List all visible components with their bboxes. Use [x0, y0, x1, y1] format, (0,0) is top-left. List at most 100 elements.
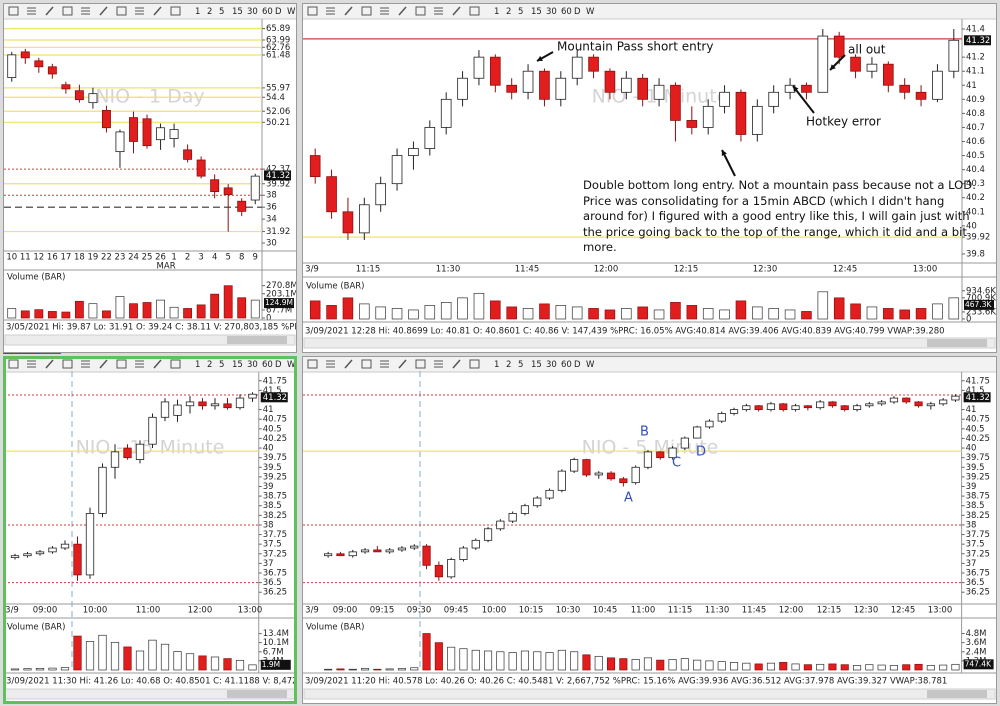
time-label: 9 [253, 253, 258, 263]
time-label: 19 [88, 253, 99, 263]
toolbar-period[interactable]: 5 [219, 360, 224, 370]
candle-body [391, 155, 403, 185]
toolbar-period[interactable]: 5 [518, 7, 523, 17]
price-tick-label: 41.4 [966, 25, 985, 35]
toolbar-period[interactable]: 2 [506, 360, 511, 370]
toolbar-period[interactable]: 5 [219, 7, 224, 17]
time-label: 3/9 [305, 606, 319, 616]
toolbar [302, 3, 997, 20]
price-tick-label: 40.5 [263, 424, 282, 434]
volume-bar [490, 300, 501, 320]
toolbar-icon [99, 359, 108, 369]
toolbar-period[interactable]: D [275, 7, 282, 17]
toolbar-period[interactable]: 30 [247, 360, 258, 370]
arrow-head [721, 150, 727, 156]
volume-bar [102, 310, 111, 319]
toolbar-period[interactable]: 15 [531, 360, 542, 370]
toolbar-icon [434, 7, 443, 15]
toolbar-period[interactable]: 2 [207, 7, 212, 17]
candle-body [129, 117, 138, 142]
time-label: 3/9 [5, 606, 19, 616]
toolbar-period[interactable]: 1 [195, 360, 200, 370]
time-label: 10 [6, 253, 17, 263]
time-label: 13:00 [238, 606, 263, 616]
time-label: 5 [225, 253, 230, 263]
annotation-arrow [792, 85, 815, 114]
candle-body [210, 403, 220, 407]
toolbar-period[interactable]: W [287, 360, 296, 370]
candle-body [850, 56, 861, 72]
toolbar-period[interactable]: 5 [518, 360, 523, 370]
toolbar-period[interactable]: D [275, 360, 282, 370]
toolbar-period[interactable]: 30 [546, 360, 557, 370]
volume-bar [447, 646, 456, 671]
volume-bar [422, 633, 431, 671]
price-tick-label: 62.76 [266, 43, 290, 53]
toolbar-period[interactable]: 30 [247, 7, 258, 17]
scrollbar-thumb[interactable] [927, 690, 987, 698]
toolbar-period[interactable]: 60 [262, 7, 273, 17]
toolbar-period[interactable]: 1 [195, 7, 200, 17]
candle-body [522, 70, 534, 93]
time-label: 10:45 [593, 606, 618, 616]
toolbar-period[interactable]: 15 [232, 7, 243, 17]
candle-body [606, 472, 616, 480]
price-tick-label: 36 [266, 203, 277, 213]
price-tick-label: 34 [266, 215, 277, 225]
candle-body [237, 200, 247, 212]
time-label: 12:30 [753, 265, 778, 275]
toolbar-period[interactable]: 30 [546, 7, 557, 17]
price-tick-label: 41.75 [966, 376, 990, 386]
scrollbar[interactable] [303, 337, 996, 349]
scrollbar-thumb[interactable] [927, 339, 987, 347]
candle-body [619, 478, 628, 484]
scrollbar-thumb[interactable] [227, 690, 287, 698]
volume-bar [110, 641, 120, 671]
price-tick-label: 40.7 [966, 123, 985, 133]
candle-body [489, 56, 501, 86]
volume-bar [60, 667, 70, 671]
toolbar-icon [27, 360, 36, 368]
volume-bar [619, 658, 628, 671]
toolbar-period[interactable]: W [586, 360, 595, 370]
toolbar-period[interactable]: W [586, 7, 595, 17]
toolbar-icon [8, 359, 19, 369]
toolbar-period[interactable]: 15 [531, 7, 542, 17]
price-tick-label: 40.2 [966, 193, 985, 203]
candle-body [47, 66, 57, 75]
toolbar-period[interactable]: W [287, 7, 296, 17]
price-tick-label: 40.5 [966, 424, 985, 434]
candle-body [693, 426, 702, 439]
price-tick-label: 31.92 [266, 227, 290, 237]
toolbar-period[interactable]: D [574, 360, 581, 370]
toolbar-period[interactable]: 2 [207, 360, 212, 370]
toolbar-period[interactable]: 15 [232, 360, 243, 370]
volume-bar [520, 650, 529, 671]
candle-body [459, 547, 468, 560]
toolbar-period[interactable]: 1 [494, 7, 499, 17]
toolbar-period[interactable]: 60 [561, 7, 572, 17]
volume-bar [508, 652, 517, 671]
candle-body [668, 447, 677, 459]
toolbar-period[interactable]: 60 [561, 360, 572, 370]
scrollbar-thumb[interactable] [227, 336, 287, 344]
toolbar-period[interactable]: 60 [262, 360, 273, 370]
candle-body [729, 409, 739, 414]
candle-body [680, 437, 689, 449]
scrollbar[interactable] [303, 688, 996, 700]
price-tick-label: 38.5 [263, 501, 282, 511]
volume-bar [594, 655, 603, 671]
price-tick-label: 37.75 [263, 530, 287, 540]
time-label: 12:00 [779, 606, 804, 616]
candle-body [520, 505, 530, 514]
candle-body [791, 405, 800, 411]
candle-body [410, 545, 419, 549]
toolbar-period[interactable]: 2 [506, 7, 511, 17]
candle-body [223, 403, 232, 409]
toolbar-icon [45, 6, 54, 16]
toolbar-period[interactable]: 1 [494, 360, 499, 370]
scrollbar[interactable] [4, 334, 296, 346]
candle-body [754, 405, 763, 411]
toolbar-period[interactable]: D [574, 7, 581, 17]
